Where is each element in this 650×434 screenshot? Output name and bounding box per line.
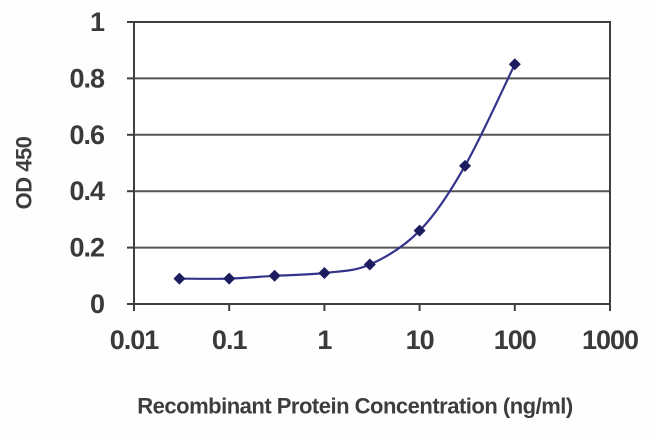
data-point-marker	[223, 272, 236, 285]
y-tick-label: 0.2	[69, 233, 104, 263]
y-tick-label: 0.8	[69, 63, 105, 93]
y-tick-label: 0.6	[69, 120, 105, 150]
data-point-marker	[459, 159, 472, 172]
x-tick-label: 100	[494, 325, 536, 355]
data-point-marker	[268, 269, 281, 282]
data-point-marker	[413, 224, 426, 237]
axis-tick-marks	[127, 21, 611, 311]
x-tick-label: 0.1	[212, 325, 248, 355]
x-tick-label: 1000	[582, 325, 638, 355]
plot-area	[134, 22, 610, 304]
x-axis-title: Recombinant Protein Concentration (ng/ml…	[137, 394, 573, 419]
plot-border-rect	[133, 21, 611, 305]
data-point-marker	[508, 58, 521, 71]
plot-background	[134, 22, 610, 304]
y-tick-label: 0.4	[69, 176, 105, 206]
x-tick-label: 0.01	[110, 325, 160, 355]
x-tick-label: 10	[406, 325, 434, 355]
data-point-marker	[318, 266, 331, 279]
y-tick-label: 1	[90, 7, 105, 37]
data-point-marker	[173, 272, 186, 285]
data-series	[173, 58, 521, 285]
axis-tick-labels: 0 0.2 0.4 0.6 0.8 1 0.01 0.1 1 10 100 1000	[69, 7, 639, 355]
y-axis-title: OD 450	[12, 136, 37, 209]
y-tick-label: 0	[90, 289, 104, 319]
data-point-marker	[363, 258, 376, 271]
x-tick-label: 1	[317, 325, 332, 355]
plot-border	[133, 21, 611, 305]
